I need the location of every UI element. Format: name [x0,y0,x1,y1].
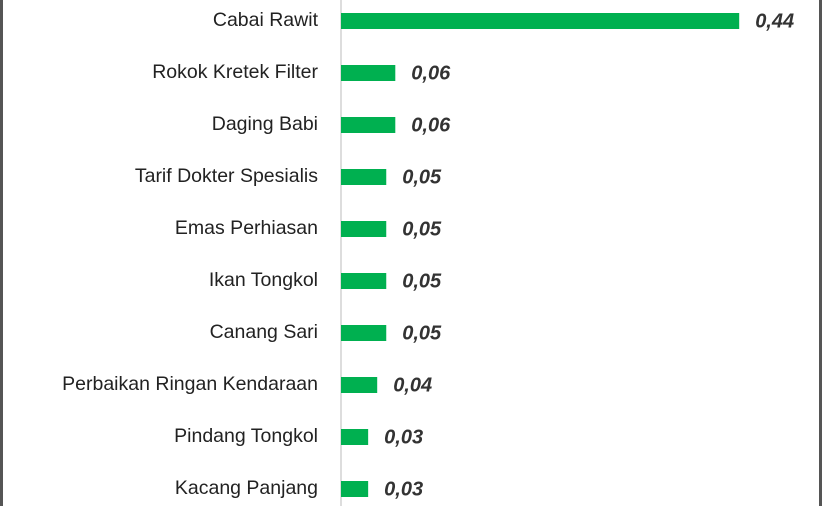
value-label: 0,03 [384,426,423,448]
value-label: 0,06 [411,62,451,84]
value-label: 0,05 [402,322,442,344]
bar [341,429,369,445]
bar [341,273,387,289]
value-label: 0,03 [384,478,423,500]
category-label: Daging Babi [212,113,318,135]
value-label: 0,04 [393,374,432,396]
category-label: Emas Perhiasan [175,217,318,239]
value-label: 0,05 [402,218,442,240]
bar [341,169,387,185]
bar [341,13,740,29]
category-label: Perbaikan Ringan Kendaraan [62,373,318,395]
category-label: Ikan Tongkol [209,269,318,291]
value-label: 0,05 [402,270,442,292]
bar [341,481,369,497]
value-label: 0,06 [411,114,451,136]
bar [341,377,378,393]
category-label: Kacang Panjang [175,477,318,499]
value-label: 0,44 [755,10,794,32]
category-label: Canang Sari [210,321,318,343]
category-label: Rokok Kretek Filter [152,61,318,83]
value-label: 0,05 [402,166,442,188]
bar [341,65,396,81]
category-label: Pindang Tongkol [174,425,318,447]
bar [341,325,387,341]
bar [341,117,396,133]
bar [341,221,387,237]
category-label: Cabai Rawit [213,9,319,31]
category-label: Tarif Dokter Spesialis [135,165,318,187]
